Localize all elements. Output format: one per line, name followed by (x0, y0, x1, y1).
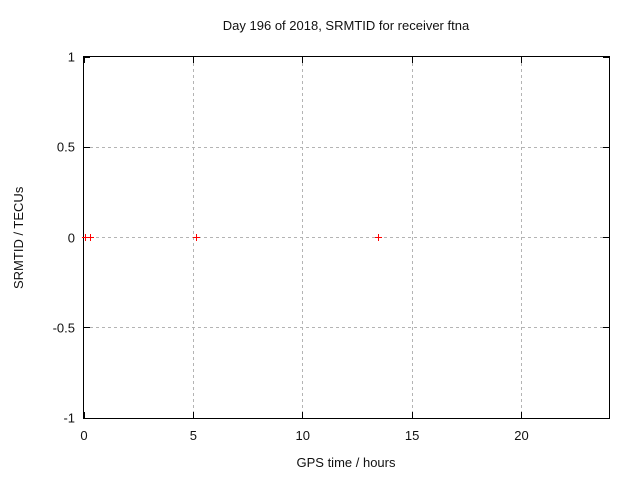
tick-mark-bottom (83, 412, 85, 418)
x-axis-label: GPS time / hours (296, 455, 396, 470)
tick-mark-bottom (521, 412, 522, 418)
tick-mark-right (603, 56, 609, 58)
x-tick-label: 15 (404, 428, 420, 443)
tick-mark-top (521, 57, 522, 63)
x-tick-label: 0 (80, 428, 88, 443)
tick-mark-left (84, 417, 90, 419)
data-point-marker (81, 234, 89, 241)
x-tick-label: 10 (295, 428, 310, 443)
y-tick-label: 0.5 (56, 139, 75, 155)
chart-title: Day 196 of 2018, SRMTID for receiver ftn… (222, 18, 470, 33)
data-point-marker (193, 234, 201, 241)
tick-mark-top (83, 57, 85, 63)
tick-mark-right (603, 417, 609, 419)
tick-mark-right (603, 237, 609, 238)
y-tick-label: 1 (67, 49, 75, 65)
gridline-y (84, 146, 609, 148)
y-tick-label: 0 (67, 230, 75, 245)
x-tick-label: 20 (514, 428, 529, 443)
tick-mark-left (84, 56, 90, 58)
gridline-y (84, 237, 609, 238)
data-point-marker (87, 234, 95, 241)
x-tick-label: 5 (189, 428, 197, 443)
tick-mark-top (411, 57, 413, 63)
tick-mark-left (84, 327, 90, 329)
tick-mark-bottom (411, 412, 413, 418)
data-point-marker (374, 234, 382, 241)
plot-area (81, 56, 610, 419)
tick-mark-top (302, 57, 304, 63)
gridline-y (84, 327, 609, 329)
tick-mark-right (603, 327, 609, 329)
tick-mark-top (192, 57, 194, 63)
y-tick-label: -0.5 (52, 320, 75, 336)
y-tick-label: -1 (63, 410, 75, 426)
tick-mark-right (603, 146, 609, 148)
tick-mark-bottom (192, 412, 194, 418)
tick-mark-bottom (302, 412, 304, 418)
tick-mark-left (84, 146, 90, 148)
